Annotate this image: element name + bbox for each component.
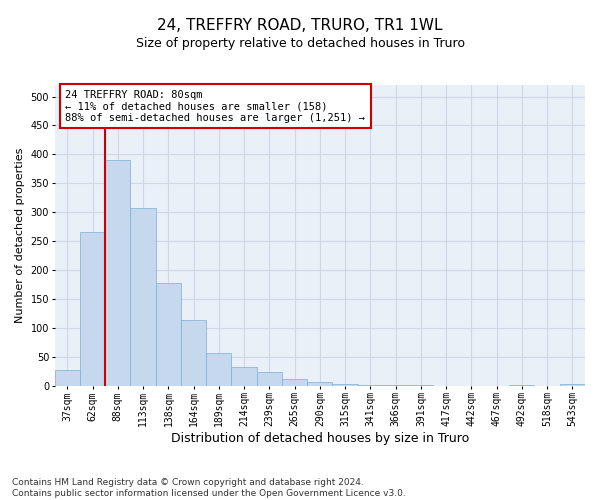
Bar [105, 160, 130, 386]
Y-axis label: Number of detached properties: Number of detached properties [15, 148, 25, 323]
Bar [181, 320, 206, 386]
Bar [560, 384, 585, 386]
Bar [332, 384, 358, 386]
Text: 24, TREFFRY ROAD, TRURO, TR1 1WL: 24, TREFFRY ROAD, TRURO, TR1 1WL [157, 18, 443, 32]
Bar [156, 282, 181, 386]
Bar [282, 378, 307, 386]
Bar [408, 385, 433, 386]
Bar [358, 385, 383, 386]
Bar [80, 232, 105, 386]
Bar [509, 385, 535, 386]
Text: 24 TREFFRY ROAD: 80sqm
← 11% of detached houses are smaller (158)
88% of semi-de: 24 TREFFRY ROAD: 80sqm ← 11% of detached… [65, 90, 365, 122]
Bar [257, 372, 282, 386]
Bar [55, 370, 80, 386]
Bar [383, 385, 408, 386]
Bar [232, 367, 257, 386]
Bar [307, 382, 332, 386]
Bar [206, 352, 232, 386]
X-axis label: Distribution of detached houses by size in Truro: Distribution of detached houses by size … [171, 432, 469, 445]
Bar [130, 208, 156, 386]
Text: Size of property relative to detached houses in Truro: Size of property relative to detached ho… [136, 38, 464, 51]
Text: Contains HM Land Registry data © Crown copyright and database right 2024.
Contai: Contains HM Land Registry data © Crown c… [12, 478, 406, 498]
